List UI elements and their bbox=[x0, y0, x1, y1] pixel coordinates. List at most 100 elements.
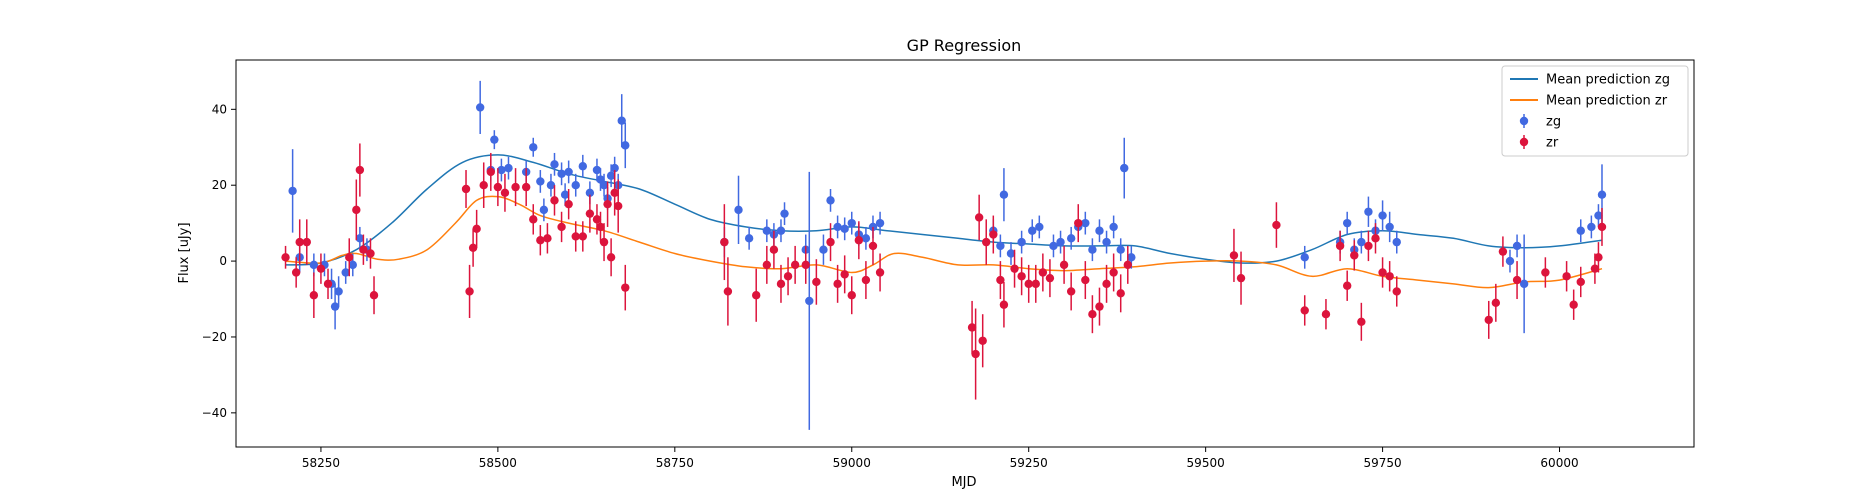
zg-point bbox=[762, 226, 772, 235]
y-tick-label: −20 bbox=[202, 330, 227, 344]
zr-point bbox=[302, 237, 311, 247]
x-tick-label: 59000 bbox=[833, 456, 871, 470]
y-tick-label: −40 bbox=[202, 406, 227, 420]
zr-point bbox=[1342, 281, 1352, 290]
zr-point bbox=[557, 222, 566, 232]
zr-point bbox=[1109, 268, 1118, 277]
zr-point bbox=[974, 213, 984, 222]
zg-point bbox=[621, 141, 630, 150]
zr-point bbox=[592, 215, 602, 224]
zg-point bbox=[1081, 218, 1090, 228]
zr-point bbox=[281, 253, 290, 262]
zr-point bbox=[868, 241, 878, 251]
zr-point bbox=[801, 260, 810, 270]
zr-point bbox=[996, 275, 1005, 285]
zg-point bbox=[330, 302, 340, 311]
zg-point bbox=[840, 224, 849, 234]
zr-point bbox=[461, 184, 471, 194]
zg-point bbox=[847, 218, 856, 228]
zr-point bbox=[1272, 220, 1281, 230]
x-tick-label: 58500 bbox=[479, 456, 517, 470]
zr-point bbox=[603, 199, 612, 209]
zr-point bbox=[1364, 241, 1373, 251]
zg-point bbox=[564, 167, 573, 177]
zr-point bbox=[323, 279, 333, 289]
zg-point bbox=[475, 103, 485, 112]
legend-label: Mean prediction zr bbox=[1546, 94, 1668, 109]
zr-point bbox=[599, 237, 609, 247]
zr-point bbox=[578, 232, 588, 241]
x-tick-label: 58750 bbox=[656, 456, 694, 470]
zg-point bbox=[1357, 237, 1366, 247]
x-tick-label: 60000 bbox=[1540, 456, 1578, 470]
zr-point bbox=[1236, 273, 1246, 283]
zg-point bbox=[996, 241, 1005, 251]
zr-point bbox=[606, 253, 616, 262]
x-tick-label: 59750 bbox=[1363, 456, 1401, 470]
zg-point bbox=[1505, 256, 1515, 266]
zr-point bbox=[769, 245, 779, 254]
zr-point bbox=[1371, 234, 1380, 243]
zr-point bbox=[1081, 275, 1090, 285]
zg-point bbox=[819, 245, 828, 254]
zr-point bbox=[585, 209, 595, 218]
zr-point bbox=[1017, 272, 1026, 281]
zr-point bbox=[1357, 317, 1366, 326]
zr-point bbox=[536, 236, 545, 245]
zg-point bbox=[578, 162, 588, 171]
zr-point bbox=[465, 287, 474, 296]
zg-point bbox=[776, 226, 786, 235]
x-tick-label: 58250 bbox=[302, 456, 340, 470]
zg-point bbox=[539, 205, 549, 215]
zr-point bbox=[875, 268, 885, 277]
zr-point bbox=[295, 237, 304, 247]
zr-point bbox=[1229, 251, 1239, 260]
zr-point bbox=[783, 272, 793, 281]
zr-point bbox=[610, 188, 619, 197]
zg-point bbox=[1028, 226, 1037, 235]
zr-point bbox=[1123, 260, 1132, 270]
zr-point bbox=[1300, 306, 1309, 315]
zg-point bbox=[334, 287, 343, 296]
zr-point bbox=[847, 291, 856, 300]
zg-point bbox=[1519, 279, 1529, 289]
zr-point bbox=[1038, 268, 1048, 277]
zg-point bbox=[1576, 226, 1585, 235]
zr-point bbox=[355, 165, 365, 175]
x-tick-label: 59250 bbox=[1010, 456, 1048, 470]
zr-point bbox=[1392, 287, 1401, 296]
legend-label: Mean prediction zg bbox=[1546, 73, 1670, 88]
zr-point bbox=[1088, 310, 1097, 319]
zg-point bbox=[355, 234, 365, 243]
zr-point bbox=[564, 199, 573, 209]
zr-point bbox=[359, 245, 368, 254]
legend: Mean prediction zg Mean prediction zr zg zr bbox=[1501, 65, 1689, 157]
zg-point bbox=[504, 163, 513, 173]
zg-point bbox=[1116, 245, 1125, 254]
zr-point bbox=[472, 224, 481, 234]
zr-point bbox=[1045, 273, 1055, 283]
zr-point bbox=[1066, 287, 1076, 296]
x-axis: 58250 58500 58750 59000 59250 59500 59750 60000 bbox=[302, 447, 1579, 470]
zr-point bbox=[1597, 222, 1607, 232]
zr-point bbox=[621, 283, 630, 292]
zr-point bbox=[291, 268, 301, 277]
zg-point bbox=[309, 260, 319, 270]
zg-point bbox=[1120, 163, 1129, 173]
zg-point bbox=[490, 135, 499, 144]
zr-point bbox=[854, 236, 864, 245]
zr-point bbox=[352, 205, 361, 215]
zg-point bbox=[560, 190, 570, 199]
zg-point bbox=[1364, 207, 1373, 216]
zg-point bbox=[1102, 237, 1111, 247]
zr-point bbox=[1321, 310, 1331, 319]
legend-marker-swatch bbox=[1519, 137, 1529, 147]
y-tick-label: 40 bbox=[212, 102, 227, 116]
zr-point bbox=[1562, 272, 1571, 281]
zr-point bbox=[752, 291, 761, 300]
zr-point bbox=[790, 260, 800, 270]
zg-point bbox=[1109, 222, 1118, 232]
zg-point bbox=[592, 165, 602, 175]
zg-point bbox=[826, 196, 835, 205]
